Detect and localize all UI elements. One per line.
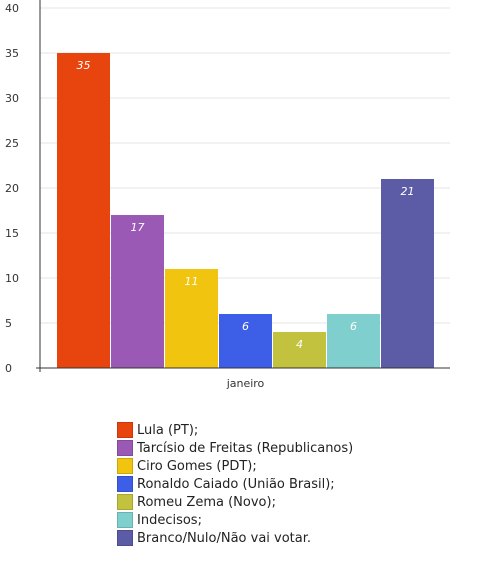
legend-swatch (117, 440, 133, 456)
bar (57, 53, 110, 368)
y-tick-label: 25 (5, 137, 19, 150)
data-label: 17 (131, 221, 145, 234)
y-tick-label: 35 (5, 47, 19, 60)
y-tick-label: 30 (5, 92, 19, 105)
legend-swatch (117, 422, 133, 438)
y-tick-label: 15 (5, 227, 19, 240)
legend-item[interactable]: Lula (PT); (117, 421, 353, 439)
data-label: 6 (350, 320, 357, 333)
axes: 0 5 10 15 20 25 30 35 40 janeiro (5, 0, 450, 390)
data-label: 11 (185, 275, 199, 288)
data-label: 35 (77, 59, 91, 72)
legend-label: Ronaldo Caiado (União Brasil); (137, 476, 335, 492)
y-tick-label: 10 (5, 272, 19, 285)
y-tick-label: 0 (5, 362, 12, 375)
legend-label: Romeu Zema (Novo); (137, 494, 276, 510)
legend-label: Tarcísio de Freitas (Republicanos) (137, 440, 354, 456)
bar (273, 332, 326, 368)
legend-item[interactable]: Ronaldo Caiado (União Brasil); (117, 475, 353, 493)
bar (327, 314, 380, 368)
legend-item[interactable]: Romeu Zema (Novo); (117, 493, 353, 511)
legend-swatch (117, 494, 133, 510)
data-label: 6 (242, 320, 249, 333)
x-tick-label: janeiro (226, 377, 265, 390)
legend-label: Branco/Nulo/Não vai votar. (137, 530, 312, 546)
bar (381, 179, 434, 368)
bar (111, 215, 164, 368)
y-tick-label: 40 (5, 2, 19, 15)
legend-item[interactable]: Indecisos; (117, 511, 353, 529)
legend-swatch (117, 530, 133, 546)
legend-label: Indecisos; (137, 512, 202, 528)
data-label: 21 (401, 185, 415, 198)
bar-chart: 35 17 11 6 4 6 21 0 5 10 15 20 25 30 35 40 janeiro (5, 0, 450, 390)
bars: 35 17 11 6 4 6 21 (57, 53, 434, 368)
legend-label: Ciro Gomes (PDT); (137, 458, 257, 474)
legend-item[interactable]: Branco/Nulo/Não vai votar. (117, 529, 353, 547)
y-tick-label: 5 (5, 317, 12, 330)
legend-swatch (117, 476, 133, 492)
legend-item[interactable]: Tarcísio de Freitas (Republicanos) (117, 439, 353, 457)
legend-label: Lula (PT); (137, 422, 199, 438)
bar (219, 314, 272, 368)
legend-item[interactable]: Ciro Gomes (PDT); (117, 457, 353, 475)
y-tick-label: 20 (5, 182, 19, 195)
data-label: 4 (296, 338, 303, 351)
bar (165, 269, 218, 368)
legend-swatch (117, 458, 133, 474)
legend: Lula (PT); Tarcísio de Freitas (Republica… (117, 421, 353, 547)
legend-swatch (117, 512, 133, 528)
